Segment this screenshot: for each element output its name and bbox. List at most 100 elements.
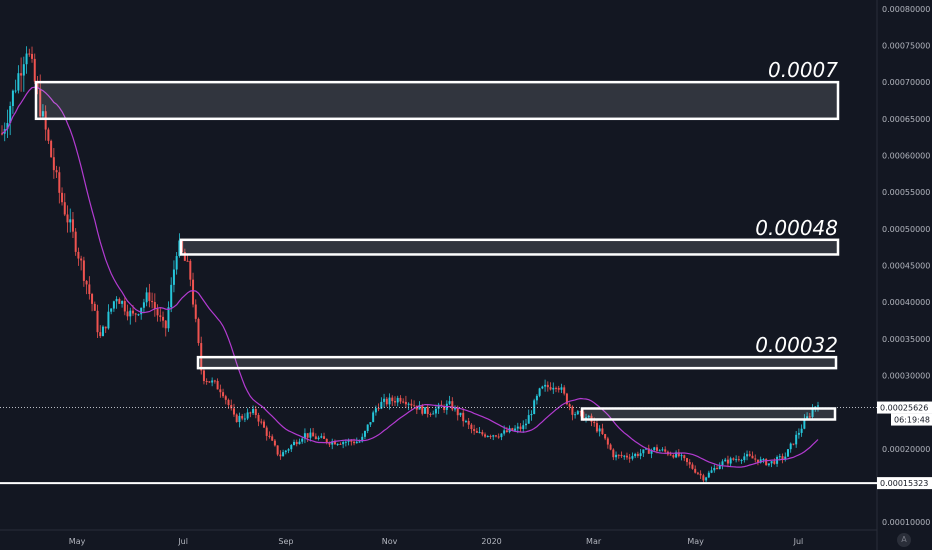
candle-body [142, 302, 145, 308]
candle-body [672, 455, 675, 458]
candle-body [636, 453, 639, 456]
candle-body [705, 477, 708, 481]
candle-body [325, 438, 328, 443]
candle-body [170, 284, 173, 308]
candle-body [17, 73, 20, 91]
candle-body [167, 307, 170, 329]
current-price-tag[interactable] [877, 401, 932, 414]
candle-body [669, 454, 672, 456]
candle-body [197, 318, 200, 344]
y-tick-label: 0.00080000 [882, 5, 930, 14]
candle-body [301, 438, 304, 442]
candle-body [148, 292, 151, 302]
candle-body [737, 459, 740, 461]
resistance-zone-box[interactable] [34, 80, 840, 121]
candle-body [393, 401, 396, 403]
x-tick-label: Jul [793, 537, 804, 546]
candle-body [205, 381, 208, 383]
candle-body [6, 122, 9, 130]
candle-body [661, 449, 664, 451]
candle-body [211, 380, 214, 383]
tradingview-logo-icon[interactable]: A [897, 533, 911, 547]
candle-body [134, 313, 137, 315]
candle-body [598, 428, 601, 432]
candle-body [41, 111, 44, 117]
candle-body [145, 292, 148, 303]
candle-body [653, 447, 656, 450]
candle-body [410, 403, 413, 406]
candle-body [710, 470, 713, 473]
candle-body [781, 456, 784, 459]
candle-body [601, 428, 604, 435]
candle-body [249, 412, 252, 414]
candle-body [25, 53, 28, 65]
candle-body [713, 467, 716, 471]
moving-average-line [1, 86, 819, 468]
candle-body [287, 449, 290, 451]
candle-body [800, 428, 803, 433]
candle-body [743, 456, 746, 461]
candle-body [680, 455, 683, 457]
candle-body [131, 310, 134, 314]
candle-body [230, 405, 233, 409]
candle-body [756, 459, 759, 463]
candle-body [216, 380, 219, 390]
resistance-zone-box[interactable] [196, 355, 838, 370]
zones-layer[interactable]: 0.0007 0.00048 0.00032 [34, 58, 840, 421]
candle-body [388, 397, 391, 405]
candle-body [696, 472, 699, 474]
countdown-tag [891, 413, 932, 426]
candle-body [260, 421, 263, 423]
candle-body [639, 453, 642, 456]
candle-body [535, 395, 538, 401]
candle-body [295, 441, 298, 445]
candle-body [421, 404, 424, 414]
candle-body [549, 387, 552, 390]
candle-body [20, 73, 23, 76]
candle-body [391, 397, 394, 402]
price-axis[interactable]: 0.00080000 0.00075000 0.00070000 0.00065000… [882, 5, 930, 527]
support-price-tag[interactable] [877, 477, 932, 490]
candle-body [426, 407, 429, 414]
candle-body [194, 304, 197, 319]
candle-body [451, 401, 454, 410]
candle-body [39, 88, 42, 117]
candle-body [153, 302, 156, 309]
candle-body [402, 401, 405, 403]
candle-body [252, 409, 255, 414]
candle-body [47, 129, 50, 141]
candle-body [748, 454, 751, 456]
time-axis[interactable]: May Jul Sep Nov 2020 Mar May Jul [69, 537, 803, 546]
candle-body [110, 308, 113, 312]
moving-average-layer [1, 86, 819, 468]
candle-body [331, 441, 334, 445]
x-tick-label: Sep [278, 537, 293, 546]
candle-body [811, 409, 814, 417]
candle-body [541, 386, 544, 389]
candle-body [617, 454, 620, 456]
candle-body [786, 449, 789, 457]
candle-body [595, 423, 598, 432]
candle-body [342, 442, 345, 445]
candle-body [494, 435, 497, 437]
candle-body [664, 449, 667, 452]
candle-body [189, 260, 192, 280]
candle-body [36, 81, 39, 89]
candle-body [31, 53, 34, 59]
candle-body [571, 406, 574, 415]
resistance-zone-box[interactable] [179, 238, 840, 256]
candle-body [396, 397, 399, 403]
candle-body [246, 412, 249, 419]
candle-body [503, 430, 506, 434]
candle-body [74, 231, 77, 252]
candle-body [61, 192, 64, 203]
candle-body [746, 454, 749, 457]
candle-body [806, 416, 809, 420]
candle-body [303, 433, 306, 439]
candle-body [718, 465, 721, 469]
candle-body [707, 472, 710, 478]
resistance-zone-box[interactable] [580, 407, 837, 421]
candle-body [675, 452, 678, 458]
candle-body [276, 445, 279, 455]
